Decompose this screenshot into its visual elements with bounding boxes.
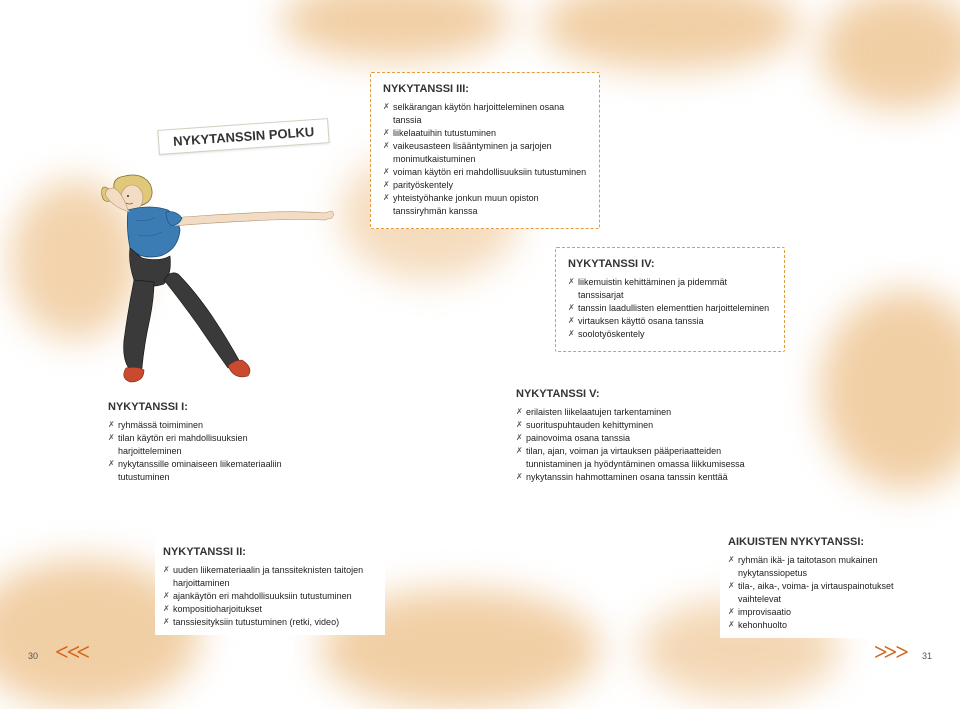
list-item: voiman käytön eri mahdollisuuksiin tutus… [383, 166, 587, 179]
list-item: soolotyöskentely [568, 328, 772, 341]
card-nykytanssi-v: NYKYTANSSI V: erilaisten liikelaatujen t… [508, 382, 758, 490]
bg-blob [280, 0, 510, 60]
card-title: NYKYTANSSI III: [383, 83, 587, 95]
list-item: parityöskentely [383, 179, 587, 192]
list-item: liikelaatuihin tutustuminen [383, 127, 587, 140]
list-item: vaikeusasteen lisääntyminen ja sarjojen … [383, 140, 587, 166]
card-nykytanssi-iii: NYKYTANSSI III: selkärangan käytön harjo… [370, 72, 600, 229]
card-title: NYKYTANSSI I: [108, 401, 312, 413]
list-item: painovoima osana tanssia [516, 432, 750, 445]
list-item: liikemuistin kehittäminen ja pidemmät ta… [568, 276, 772, 302]
list-item: virtauksen käyttö osana tanssia [568, 315, 772, 328]
card-nykytanssi-iv: NYKYTANSSI IV: liikemuistin kehittäminen… [555, 247, 785, 352]
list-item: ryhmän ikä- ja taitotason mukainen nykyt… [728, 554, 922, 580]
list-item: erilaisten liikelaatujen tarkentaminen [516, 406, 750, 419]
list-item: tanssin laadullisten elementtien harjoit… [568, 302, 772, 315]
bg-blob [820, 290, 960, 490]
list-item: tilan käytön eri mahdollisuuksien harjoi… [108, 432, 312, 458]
card-title: NYKYTANSSI V: [516, 388, 750, 400]
list-item: tanssiesityksiin tutustuminen (retki, vi… [163, 616, 377, 629]
list-item: kehonhuolto [728, 619, 922, 632]
card-aikuisten-nykytanssi: AIKUISTEN NYKYTANSSI: ryhmän ikä- ja tai… [720, 530, 930, 638]
list-item: kompositioharjoitukset [163, 603, 377, 616]
list-item: tilan, ajan, voiman ja virtauksen pääper… [516, 445, 750, 471]
list-item: nykytanssin hahmottaminen osana tanssin … [516, 471, 750, 484]
list-item: suorituspuhtauden kehittyminen [516, 419, 750, 432]
list-item: selkärangan käytön harjoitteleminen osan… [383, 101, 587, 127]
bg-blob [820, 0, 960, 110]
card-nykytanssi-i: NYKYTANSSI I: ryhmässä toimiminen tilan … [100, 395, 320, 490]
page-number-left: 30 [28, 651, 38, 661]
prev-page-arrow-icon: < << [55, 640, 86, 667]
card-title: NYKYTANSSI II: [163, 546, 377, 558]
list-item: ajankäytön eri mahdollisuuksiin tutustum… [163, 590, 377, 603]
list-item: ryhmässä toimiminen [108, 419, 312, 432]
page-title: NYKYTANSSIN POLKU [157, 118, 330, 155]
list-item: improvisaatio [728, 606, 922, 619]
list-item: uuden liikemateriaalin ja tanssitekniste… [163, 564, 377, 590]
page-number-right: 31 [922, 651, 932, 661]
card-title: NYKYTANSSI IV: [568, 258, 772, 270]
bg-blob [540, 0, 800, 70]
list-item: tila-, aika-, voima- ja virtauspainotuks… [728, 580, 922, 606]
list-item: yhteistyöhanke jonkun muun opiston tanss… [383, 192, 587, 218]
dancer-illustration [70, 170, 340, 430]
list-item: nykytanssille ominaiseen liikemateriaali… [108, 458, 312, 484]
next-page-arrow-icon: >> > [874, 640, 905, 667]
card-nykytanssi-ii: NYKYTANSSI II: uuden liikemateriaalin ja… [155, 540, 385, 635]
card-title: AIKUISTEN NYKYTANSSI: [728, 536, 922, 548]
